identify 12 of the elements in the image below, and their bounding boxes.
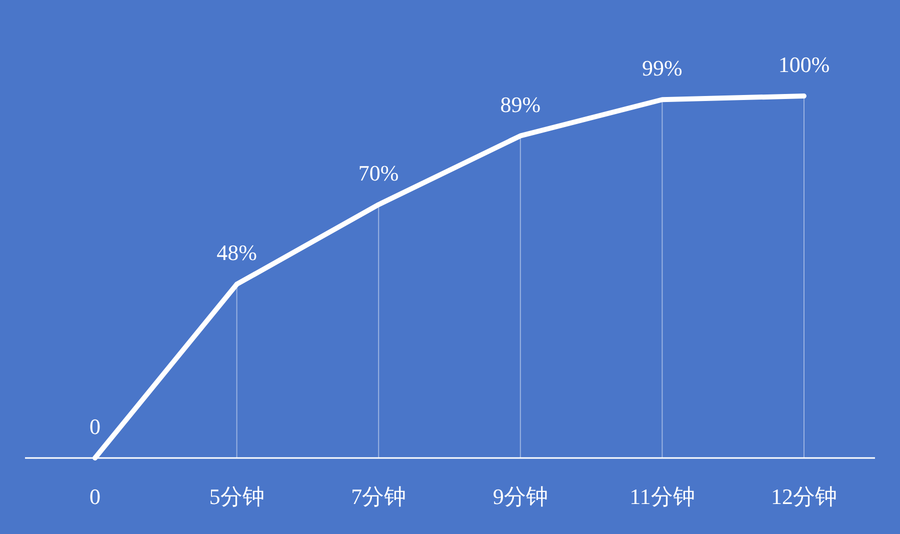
- data-label: 100%: [778, 52, 830, 77]
- x-tick-label: 0: [90, 484, 100, 509]
- x-tick-label: 5分钟: [209, 484, 264, 509]
- data-label: 48%: [216, 240, 257, 266]
- x-tick-label: 11分钟: [630, 484, 695, 509]
- data-label: 99%: [642, 56, 682, 81]
- x-tick-label: 12分钟: [771, 484, 837, 509]
- x-tick-label: 9分钟: [492, 484, 548, 509]
- x-tick-label: 7分钟: [351, 484, 406, 509]
- data-label: 70%: [358, 160, 399, 186]
- data-label: 0: [90, 414, 100, 439]
- data-label: 89%: [500, 92, 541, 117]
